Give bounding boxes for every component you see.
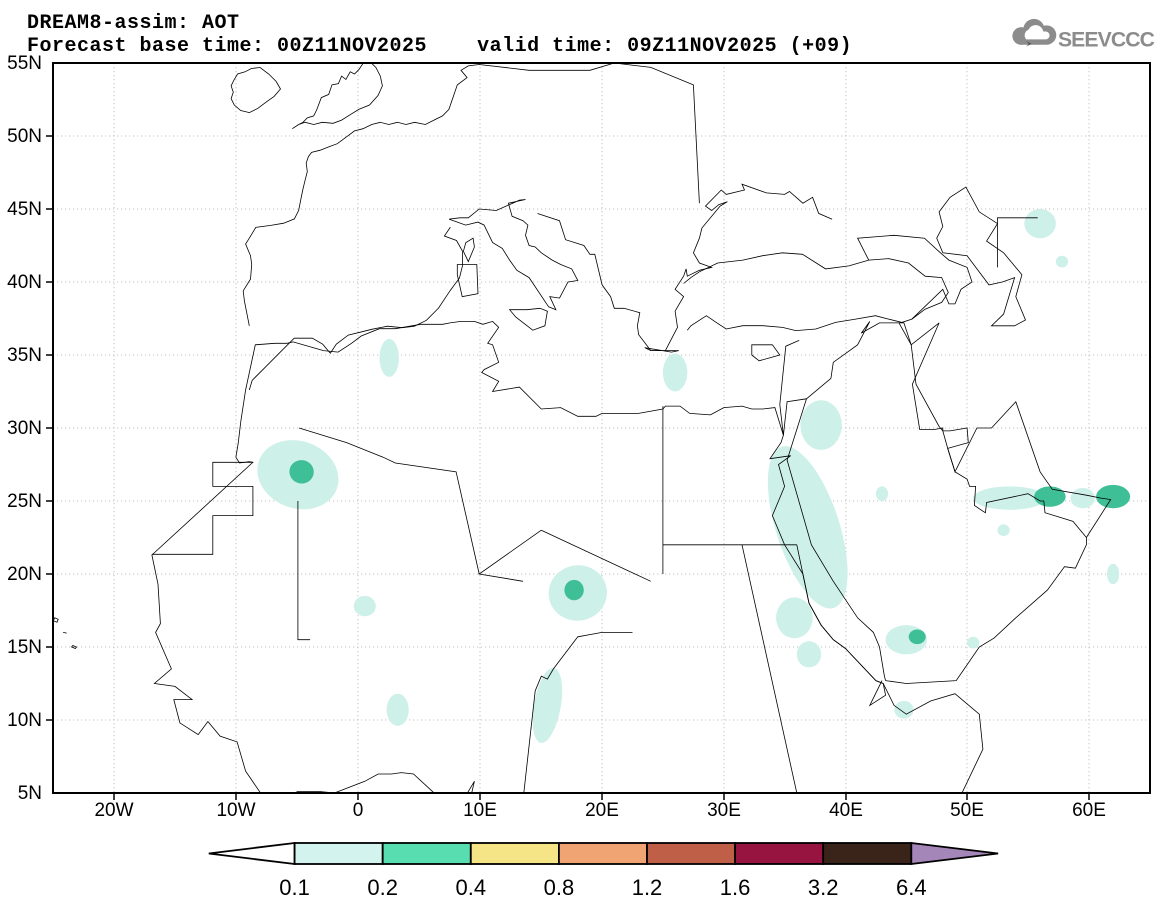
svg-text:1.2: 1.2 <box>632 875 663 900</box>
svg-text:40N: 40N <box>7 272 42 293</box>
svg-text:0.8: 0.8 <box>544 875 575 900</box>
svg-text:55N: 55N <box>7 53 42 74</box>
svg-text:6.4: 6.4 <box>896 875 927 900</box>
svg-text:45N: 45N <box>7 199 42 220</box>
svg-text:0.2: 0.2 <box>367 875 398 900</box>
svg-text:0: 0 <box>353 800 364 821</box>
svg-text:10N: 10N <box>7 710 42 731</box>
svg-text:35N: 35N <box>7 345 42 366</box>
svg-text:10E: 10E <box>463 800 497 821</box>
svg-text:0.4: 0.4 <box>456 875 487 900</box>
svg-text:40E: 40E <box>829 800 863 821</box>
svg-text:3.2: 3.2 <box>808 875 839 900</box>
svg-text:10W: 10W <box>216 800 255 821</box>
svg-text:30E: 30E <box>707 800 741 821</box>
svg-text:20E: 20E <box>585 800 619 821</box>
svg-text:30N: 30N <box>7 418 42 439</box>
svg-text:20N: 20N <box>7 564 42 585</box>
svg-text:60E: 60E <box>1072 800 1106 821</box>
svg-text:50E: 50E <box>950 800 984 821</box>
svg-text:1.6: 1.6 <box>720 875 751 900</box>
svg-text:15N: 15N <box>7 637 42 658</box>
svg-text:25N: 25N <box>7 491 42 512</box>
svg-text:20W: 20W <box>94 800 133 821</box>
svg-text:0.1: 0.1 <box>279 875 310 900</box>
svg-text:5N: 5N <box>18 783 42 804</box>
svg-text:50N: 50N <box>7 126 42 147</box>
